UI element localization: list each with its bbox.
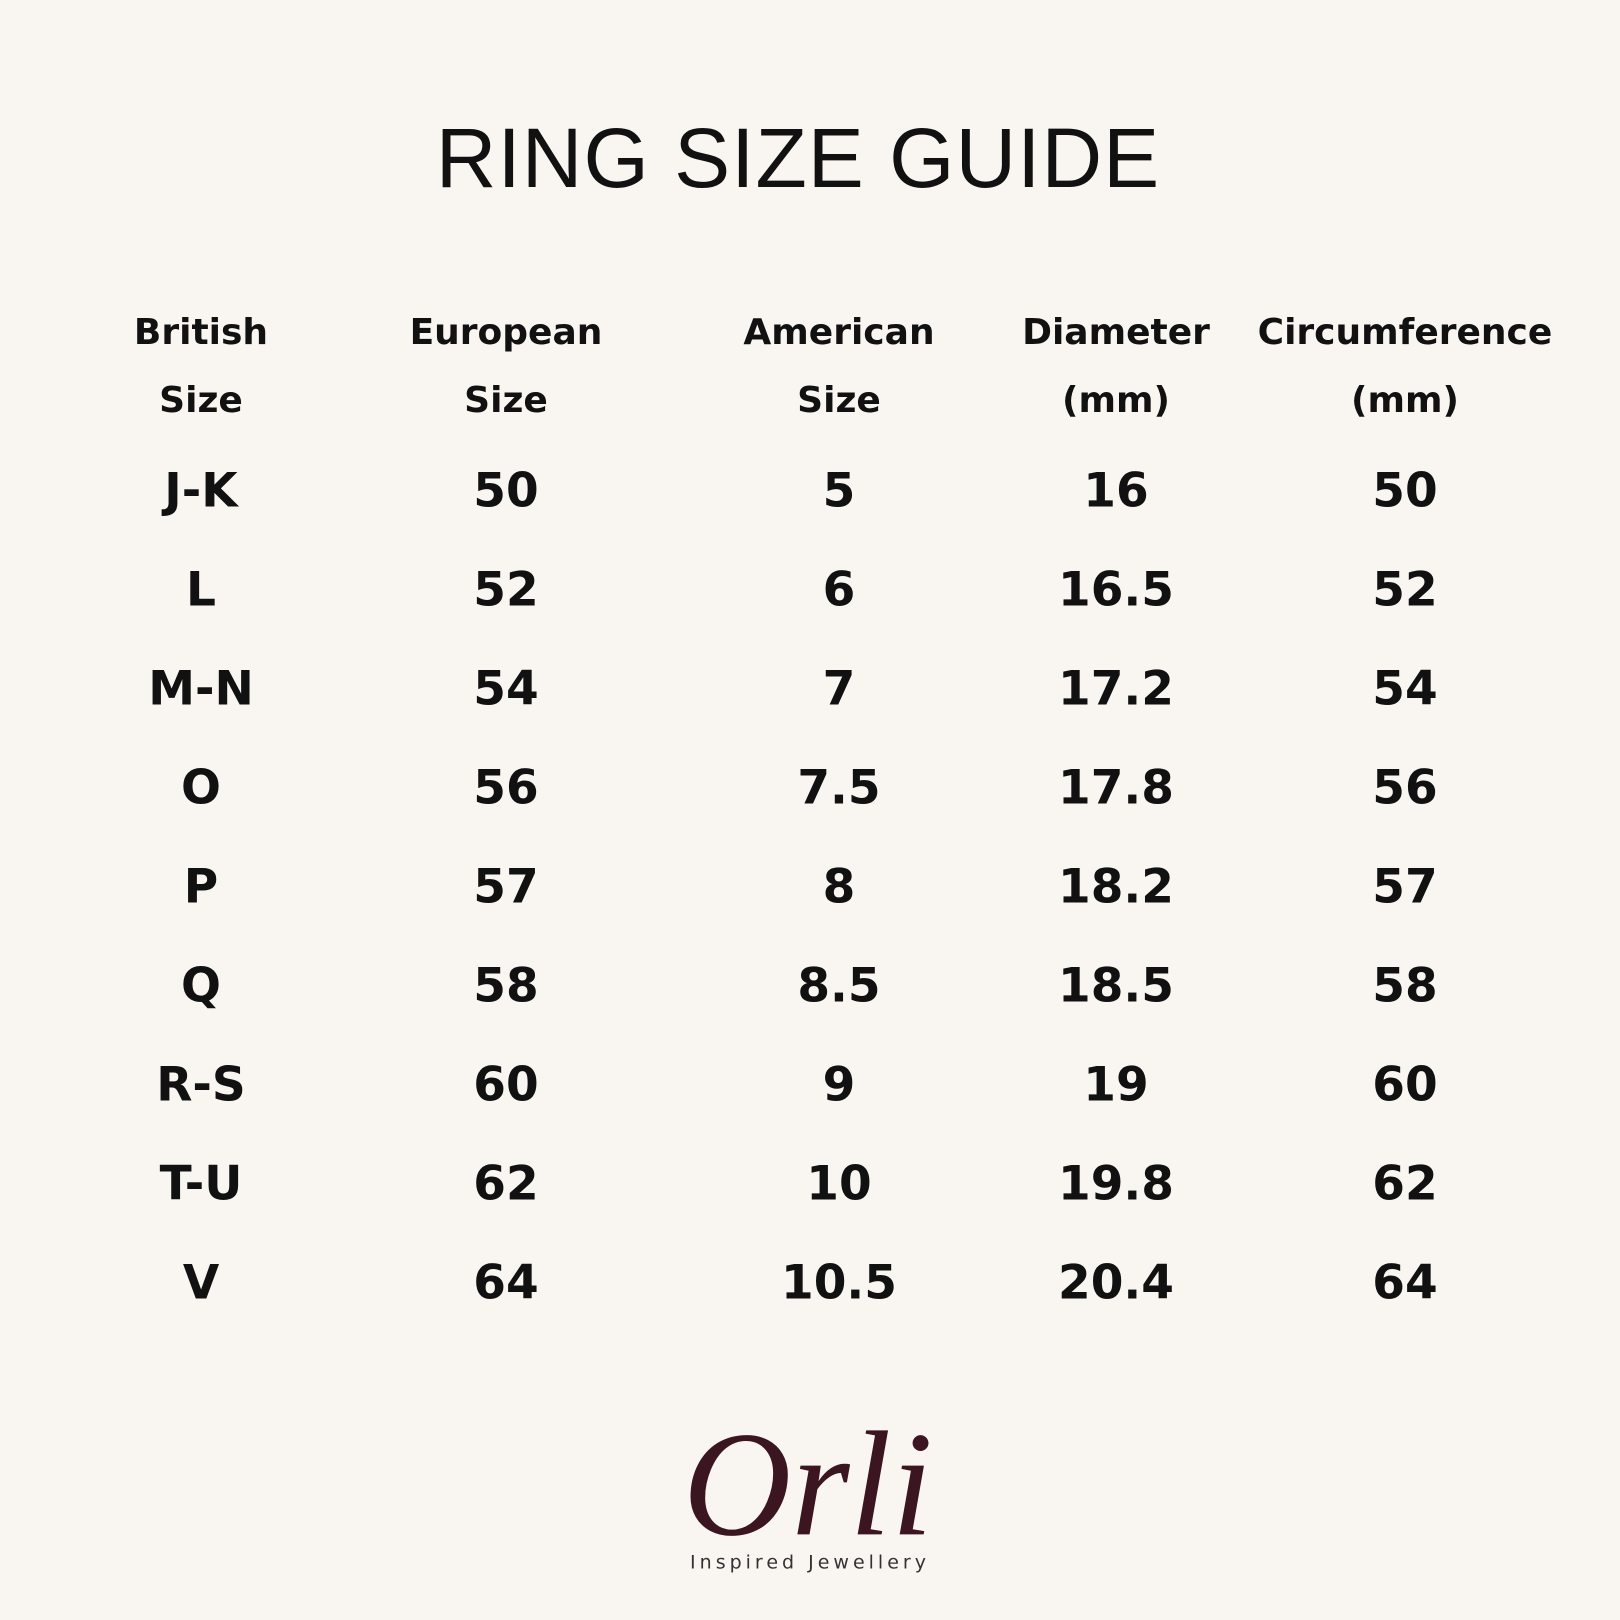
table-cell: T-U [160,1157,243,1212]
logo: Orli [683,1401,933,1567]
table-cell: 6 [823,563,856,618]
table-cell: 64 [473,1256,538,1311]
table-cell: 5 [823,464,856,519]
table-cell: 64 [1372,1256,1437,1311]
table-cell: 9 [823,1058,856,1113]
column-header: (mm) [1062,380,1170,421]
column-header: Size [464,380,548,421]
table-cell: 54 [473,662,538,717]
title: RING SIZE GUIDE [436,111,1160,205]
column-header: British [134,312,268,353]
table-cell: 56 [1372,761,1437,816]
table-cell: 10.5 [781,1256,897,1311]
table-cell: M-N [148,662,254,717]
table-cell: 7 [823,662,856,717]
column-header: Diameter [1022,312,1210,353]
table-cell: 57 [473,860,538,915]
table-cell: 16 [1083,464,1148,519]
table-cell: L [186,563,216,618]
table-cell: 56 [473,761,538,816]
table-cell: Q [181,959,221,1014]
table-cell: 19 [1083,1058,1148,1113]
table-cell: 50 [1372,464,1437,519]
table-cell: 60 [1372,1058,1437,1113]
size-table: British Size European Size American Size Diame… [134,312,1552,1311]
column-header: Size [797,380,881,421]
table-cell: 17.2 [1058,662,1174,717]
table-cell: 50 [473,464,538,519]
column-header: Size [159,380,243,421]
table-cell: 58 [1372,959,1437,1014]
table-cell: 52 [1372,563,1437,618]
table-cell: 19.8 [1058,1157,1174,1212]
table-cell: V [183,1256,220,1311]
table-cell: J-K [161,464,239,519]
table-cell: 58 [473,959,538,1014]
table-cell: 8 [823,860,856,915]
table-cell: 54 [1372,662,1437,717]
table-cell: 18.2 [1058,860,1174,915]
table-cell: 7.5 [797,761,880,816]
table-cell: O [181,761,221,816]
table-cell: 8.5 [797,959,880,1014]
table-cell: 17.8 [1058,761,1174,816]
table-cell: 20.4 [1058,1256,1174,1311]
column-header: Circumference [1258,312,1553,353]
table-cell: P [184,860,218,915]
table-cell: 57 [1372,860,1437,915]
tagline: Inspired Jewellery [690,1552,930,1574]
column-header: European [410,312,603,353]
table-cell: 62 [473,1157,538,1212]
table-cell: 16.5 [1058,563,1174,618]
table-cell: R-S [156,1058,246,1113]
table-cell: 52 [473,563,538,618]
table-cell: 60 [473,1058,538,1113]
column-header: (mm) [1351,380,1459,421]
table-cell: 62 [1372,1157,1437,1212]
table-cell: 10 [806,1157,871,1212]
column-header: American [743,312,934,353]
table-cell: 18.5 [1058,959,1174,1014]
